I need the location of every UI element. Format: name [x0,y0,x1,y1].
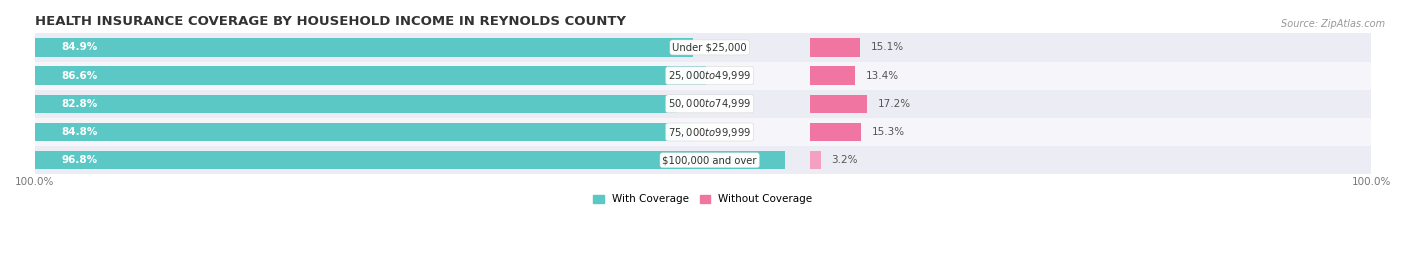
Bar [810,66,855,85]
Bar [35,95,676,113]
Bar [810,123,860,141]
Bar [35,38,693,56]
Text: 82.8%: 82.8% [62,99,97,109]
Text: 86.6%: 86.6% [62,71,97,81]
Bar [35,33,1371,62]
Text: 15.3%: 15.3% [872,127,905,137]
Legend: With Coverage, Without Coverage: With Coverage, Without Coverage [589,190,817,208]
Text: 17.2%: 17.2% [879,99,911,109]
Bar [810,38,860,56]
Text: $75,000 to $99,999: $75,000 to $99,999 [668,126,751,139]
Bar [35,151,785,169]
Bar [35,146,1371,174]
Text: 96.8%: 96.8% [62,155,97,165]
Text: $25,000 to $49,999: $25,000 to $49,999 [668,69,751,82]
Text: 15.1%: 15.1% [872,43,904,52]
Text: $50,000 to $74,999: $50,000 to $74,999 [668,97,751,110]
Text: $100,000 and over: $100,000 and over [662,155,756,165]
Bar [35,118,1371,146]
Bar [810,95,868,113]
Text: Under $25,000: Under $25,000 [672,43,747,52]
Bar [35,62,1371,90]
Text: 84.8%: 84.8% [62,127,98,137]
Text: 84.9%: 84.9% [62,43,97,52]
Bar [810,151,821,169]
Text: HEALTH INSURANCE COVERAGE BY HOUSEHOLD INCOME IN REYNOLDS COUNTY: HEALTH INSURANCE COVERAGE BY HOUSEHOLD I… [35,15,626,28]
Bar [35,90,1371,118]
Text: 13.4%: 13.4% [866,71,898,81]
Text: Source: ZipAtlas.com: Source: ZipAtlas.com [1281,19,1385,29]
Bar [35,123,692,141]
Bar [35,66,706,85]
Text: 3.2%: 3.2% [831,155,858,165]
